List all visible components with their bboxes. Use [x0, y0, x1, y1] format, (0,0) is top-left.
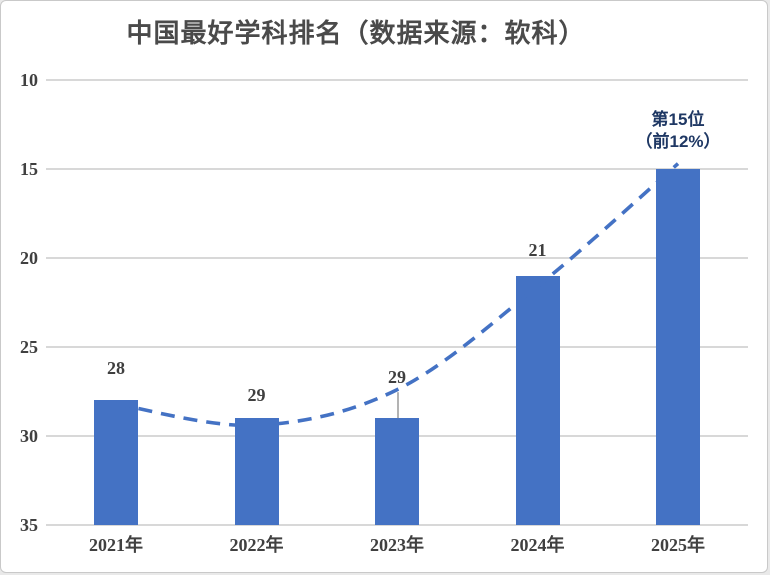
- bar-label-2024年: 21: [528, 239, 547, 260]
- bar-2025年: [656, 169, 700, 525]
- chart-title: 中国最好学科排名（数据来源：软科）: [126, 18, 586, 48]
- annotation-line1: 第15位: [651, 110, 705, 129]
- gridline-20: [46, 257, 748, 259]
- annotation-line2: （前12%）: [635, 132, 721, 151]
- y-tick-label-10: 10: [20, 70, 38, 90]
- y-tick-label-20: 20: [20, 248, 38, 268]
- bar-2023年: [375, 418, 419, 525]
- bar-2022年: [234, 418, 279, 525]
- gridline-35: [46, 524, 748, 526]
- x-axis-label-2025年: 2025年: [651, 535, 705, 555]
- gridline-10: [46, 79, 748, 81]
- y-tick-label-25: 25: [20, 337, 38, 357]
- y-tick-label-15: 15: [20, 159, 38, 179]
- x-axis-label-2022年: 2022年: [229, 535, 284, 555]
- x-axis-label-2021年: 2021年: [89, 535, 143, 555]
- x-axis-label-2024年: 2024年: [510, 535, 565, 555]
- gridline-25: [46, 346, 748, 348]
- bar-label-2023年: 29: [388, 367, 406, 388]
- y-tick-label-30: 30: [20, 426, 38, 446]
- x-axis-label-2023年: 2023年: [370, 535, 424, 555]
- bar-label-2021年: 28: [107, 358, 125, 379]
- annotation-callout: 第15位 （前12%）: [608, 109, 748, 153]
- gridline-15: [46, 168, 748, 170]
- bar-2024年: [515, 275, 560, 525]
- y-tick-label-35: 35: [20, 515, 38, 535]
- bar-2021年: [94, 400, 138, 525]
- bar-label-2022年: 29: [247, 385, 266, 406]
